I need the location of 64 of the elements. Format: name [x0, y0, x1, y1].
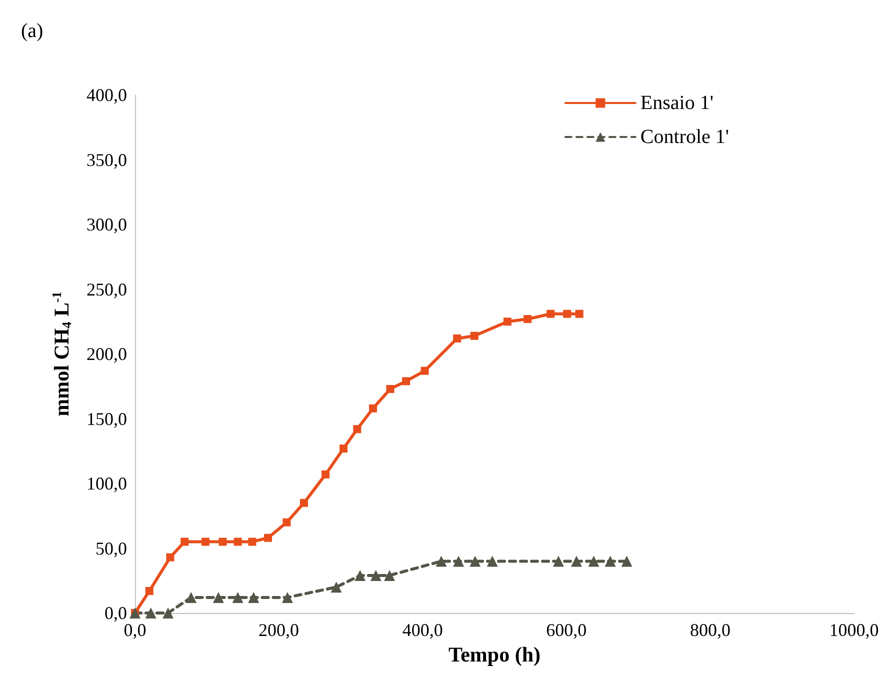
point — [248, 592, 260, 603]
point — [370, 570, 382, 581]
point — [264, 534, 272, 542]
x-tick-label: 800,0 — [690, 620, 730, 640]
x-tick-label: 1000,0 — [829, 620, 879, 640]
y-tick-label: 300,0 — [86, 214, 127, 234]
point — [588, 556, 600, 567]
point — [503, 318, 512, 326]
point — [166, 553, 174, 562]
point — [386, 384, 394, 393]
point — [621, 556, 632, 567]
point — [524, 315, 532, 324]
point — [340, 444, 348, 453]
point — [604, 556, 616, 567]
x-axis-title: Tempo (h) — [448, 642, 540, 666]
x-tick-label: 200,0 — [258, 620, 300, 640]
point — [546, 310, 555, 318]
point — [282, 592, 293, 603]
point — [420, 366, 429, 375]
point — [218, 538, 227, 546]
point — [436, 556, 447, 567]
y-tick-label: 100,0 — [86, 474, 127, 494]
y-tick-label: 200,0 — [86, 344, 127, 364]
point — [552, 556, 564, 567]
point — [180, 538, 189, 546]
legend-label: Ensaio 1' — [640, 92, 714, 114]
point — [575, 310, 584, 318]
point — [563, 310, 572, 318]
point — [470, 332, 478, 340]
x-tick-label: 0,0 — [124, 620, 146, 640]
point — [232, 592, 244, 603]
point — [201, 538, 210, 546]
point — [453, 556, 464, 567]
point — [322, 470, 330, 478]
point — [330, 582, 342, 593]
y-tick-label: 150,0 — [86, 408, 127, 429]
y-tick-label: 400,0 — [86, 85, 127, 105]
point — [453, 334, 462, 342]
y-tick-label: 50,0 — [96, 538, 127, 558]
point — [470, 556, 481, 567]
point — [354, 570, 366, 581]
point — [145, 586, 154, 595]
point — [212, 592, 224, 603]
point — [282, 518, 291, 526]
point — [402, 377, 410, 386]
point — [486, 556, 498, 567]
y-tick-label: 350,0 — [86, 150, 127, 170]
y-axis-title: mmol CH4 L-1 — [49, 292, 74, 416]
x-tick-label: 600,0 — [546, 620, 587, 640]
point — [248, 538, 256, 546]
point — [186, 592, 197, 603]
y-tick-label: 0,0 — [104, 603, 127, 623]
point — [384, 570, 396, 581]
chart-title: (a) — [21, 20, 44, 42]
point — [145, 608, 156, 618]
x-tick-label: 400,0 — [402, 620, 443, 640]
point — [234, 538, 242, 546]
y-tick-label: 250,0 — [86, 279, 127, 300]
point — [353, 425, 362, 434]
point — [368, 404, 377, 412]
legend-label: Controle 1' — [640, 126, 729, 148]
point — [300, 498, 308, 507]
point — [570, 556, 582, 567]
point — [162, 608, 174, 618]
